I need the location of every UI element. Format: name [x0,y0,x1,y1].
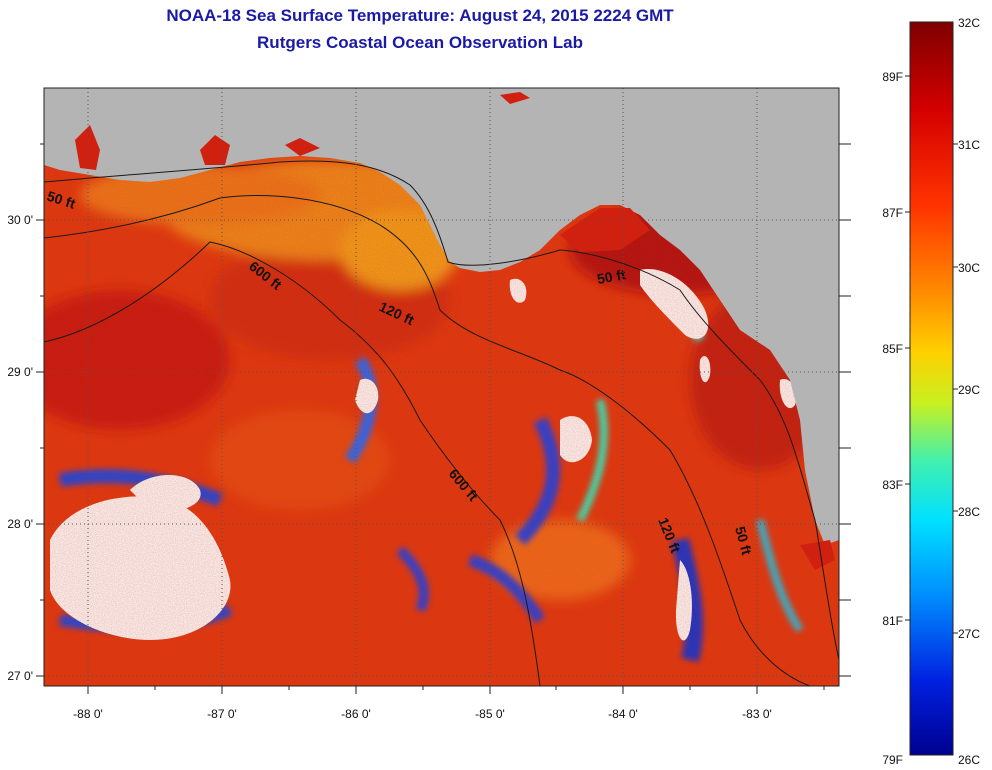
cb-fahrenheit-87: 87F [882,206,903,220]
contour-50ft [44,160,839,661]
cb-celsius-28: 28C [958,505,980,519]
contour-label-50-se: 50 ft [732,525,755,557]
cb-celsius-30: 30C [958,261,980,275]
longitude-labels: -88 0' -87 0' -86 0' -85 0' -84 0' -83 0… [73,707,772,721]
colorbar-gradient [909,21,954,756]
contour-120ft [44,195,811,686]
cb-fahrenheit-81: 81F [882,614,903,628]
depth-contours [44,160,839,686]
lon-label-87: -87 0' [207,707,237,721]
estuaries [75,92,835,570]
lon-label-83: -83 0' [742,707,772,721]
lat-label-27: 27 0' [7,669,33,683]
map-title: NOAA-18 Sea Surface Temperature: August … [166,6,674,25]
graticule [44,88,839,686]
cb-fahrenheit-83: 83F [882,478,903,492]
latitude-labels: 30 0' 29 0' 28 0' 27 0' [7,213,33,683]
tick-marks [36,143,851,694]
cb-celsius-31: 31C [958,138,980,152]
cb-celsius-32: 32C [958,16,980,30]
cb-fahrenheit-85: 85F [882,342,903,356]
lat-label-28: 28 0' [7,517,33,531]
lon-label-85: -85 0' [475,707,505,721]
lat-label-30: 30 0' [7,213,33,227]
map-frame [43,87,840,687]
cb-celsius-26: 26C [958,753,980,767]
lon-label-86: -86 0' [341,707,371,721]
cb-fahrenheit-79: 79F [882,753,903,767]
cb-fahrenheit-89: 89F [882,70,903,84]
contour-label-50-east: 50 ft [596,266,627,287]
lon-label-84: -84 0' [608,707,638,721]
cb-celsius-27: 27C [958,627,980,641]
colorbar-ticks [905,75,958,634]
colorbar: 32C 31C 30C 29C 28C 27C 26C 89F 87F 85F … [882,16,980,767]
lat-label-29: 29 0' [7,365,33,379]
cb-celsius-29: 29C [958,383,980,397]
lon-label-88: -88 0' [73,707,103,721]
land-mass [44,88,839,545]
map-subtitle: Rutgers Coastal Ocean Observation Lab [257,33,583,52]
map-field [44,88,839,686]
contour-600ft [44,241,541,686]
